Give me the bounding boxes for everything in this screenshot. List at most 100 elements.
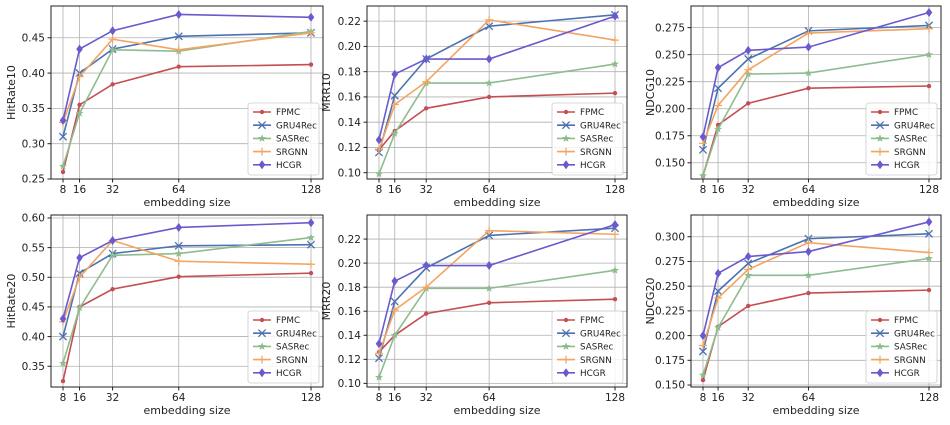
chart-panel-hitrate20: 8 16 32 64 128 0.35 0.40 0.45 0.50 0.55 0.60 embedd… [5,213,324,417]
series-fpmc [60,62,314,175]
marker-hcgr [59,314,67,324]
x-tick-label: 8 [700,392,707,404]
marker-hcgr [876,368,884,378]
marker-hcgr [59,115,67,125]
marker-srgnn [307,260,315,269]
chart-panel-ndcg20: 8 16 32 64 128 0.150 0.175 0.200 0.225 0.250 0.275… [644,214,942,417]
marker-gru4rec [58,132,68,141]
marker-srgnn [174,257,183,266]
marker-hcgr [109,236,116,246]
x-tick-label: 128 [301,392,321,404]
legend-label: SASRec [894,135,927,145]
marker-hcgr [744,45,752,55]
marker-fpmc [746,303,751,309]
marker-sasrec [258,342,266,350]
x-tick-label: 16 [388,184,402,196]
legend-item-srgnn: SRGNN [557,147,612,158]
chart-panel-hitrate10: 8 16 32 64 128 0.25 0.30 0.35 0.40 0.45 embedding … [5,5,324,209]
legend-item-hcgr: HCGR [871,368,920,379]
legend-item-gru4rec: GRU4Rec [557,329,621,339]
marker-fpmc [877,317,883,323]
marker-sasrec [108,251,117,259]
legend-item-fpmc: FPMC [557,108,604,118]
legend-label: SRGNN [580,356,612,366]
marker-fpmc [877,109,883,115]
x-axis-label: embedding size [772,196,859,209]
legend: FPMC GRU4Rec SASRec SRGNN HCGR [551,310,624,384]
axes-frame [50,214,324,388]
marker-sasrec [699,171,707,180]
marker-fpmc [746,101,751,106]
legend-label: GRU4Rec [894,121,935,131]
y-tick-label: 0.16 [338,306,362,318]
marker-hcgr [485,261,493,271]
marker-gru4rec [875,329,885,338]
x-tick-label: 64 [482,392,496,404]
marker-gru4rec [698,145,708,154]
marker-fpmc [60,378,66,384]
marker-fpmc [486,94,492,100]
marker-gru4rec [390,91,399,100]
marker-srgnn [75,72,84,81]
y-tick-label: 0.40 [22,331,45,343]
marker-sasrec [699,370,707,379]
y-tick-label: 0.20 [338,41,361,53]
series-fpmc [700,83,932,178]
marker-gru4rec [875,121,885,130]
legend-box [551,102,624,176]
marker-srgnn [422,283,431,292]
y-axis-label: HitRate10 [5,65,18,120]
legend-label: SASRec [276,343,309,353]
legend: FPMC GRU4Rec SASRec SRGNN HCGR [247,102,320,176]
marker-srgnn [422,77,431,86]
y-tick-label: 0.30 [22,138,45,150]
marker-hcgr [258,160,266,170]
legend: FPMC GRU4Rec SASRec SRGNN HCGR [865,102,938,176]
legend-item-fpmc: FPMC [557,316,604,326]
marker-sasrec [925,50,933,59]
legend-item-srgnn: SRGNN [253,147,308,158]
y-tick-label: 0.55 [22,242,45,254]
marker-srgnn [258,147,266,156]
legend-label: HCGR [580,161,606,171]
legend-item-hcgr: HCGR [557,160,606,171]
legend: FPMC GRU4Rec SASRec SRGNN HCGR [551,102,624,176]
marker-fpmc [424,311,429,316]
y-tick-label: 0.200 [655,103,685,115]
y-tick-label: 0.175 [655,355,685,367]
marker-sasrec [804,68,813,77]
axes-frame [690,5,942,180]
legend-item-gru4rec: GRU4Rec [871,329,935,339]
x-tick-label: 16 [73,392,87,404]
marker-sasrec [75,303,84,312]
marker-hcgr [699,331,707,341]
marker-srgnn [925,24,933,33]
legend-label: HCGR [580,369,606,379]
y-tick-label: 0.22 [338,234,361,246]
marker-fpmc [563,109,569,115]
y-tick-label: 0.40 [22,68,45,80]
y-tick-label: 0.45 [22,32,45,44]
series-hcgr [699,7,933,142]
marker-gru4rec [257,121,267,130]
marker-srgnn [714,294,723,303]
marker-fpmc [926,83,932,89]
x-tick-label: 16 [388,392,402,404]
y-tick-label: 0.225 [655,306,685,318]
y-tick-label: 0.16 [338,92,362,104]
legend-box [247,102,320,176]
series-sasrec [59,233,315,367]
marker-hcgr [611,11,619,21]
marker-hcgr [307,218,315,228]
y-tick-label: 0.275 [655,22,685,34]
marker-hcgr [744,252,752,262]
marker-gru4rec [744,259,753,268]
marker-fpmc [110,286,115,292]
x-tick-label: 64 [172,392,186,404]
marker-sasrec [174,249,183,257]
legend-label: SASRec [580,343,613,353]
marker-hcgr [175,222,183,232]
marker-hcgr [925,7,933,17]
marker-sasrec [925,254,933,262]
